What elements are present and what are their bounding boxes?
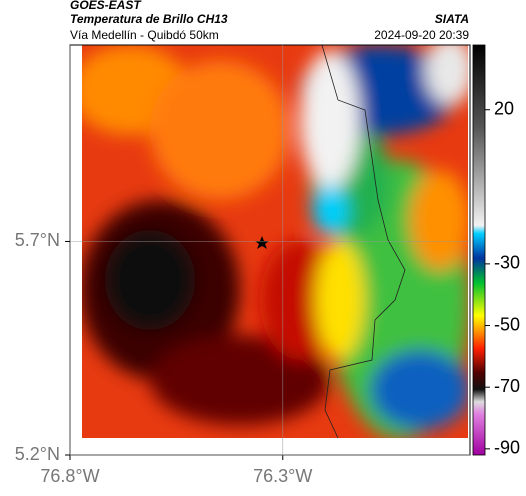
y-tick-label: 5.2°N <box>15 444 60 464</box>
colorbar-tick-label: -50 <box>494 314 520 334</box>
timestamp: 2024-09-20 20:39 <box>374 28 469 42</box>
station-marker <box>255 236 269 249</box>
colorbar <box>472 44 486 456</box>
axes: 76.8°W 76.3°W 5.7°N 5.2°N 20 -30 -50 -70 -90 <box>15 45 520 486</box>
colorbar-tick-label: -90 <box>494 438 520 458</box>
colorbar-tick-label: 20 <box>494 98 514 118</box>
source: GOES-EAST <box>70 0 142 12</box>
agency: SIATA <box>435 12 469 26</box>
title: Temperatura de Brillo CH13 <box>70 12 228 26</box>
colorbar-tick-label: -30 <box>494 253 520 273</box>
y-tick-label: 5.7°N <box>15 230 60 250</box>
heatmap <box>82 45 468 438</box>
x-tick-label: 76.8°W <box>40 466 99 486</box>
colorbar-tick-label: -70 <box>494 376 520 396</box>
subtitle: Vía Medellín - Quibdó 50km <box>70 28 219 42</box>
x-tick-label: 76.3°W <box>253 466 312 486</box>
border <box>321 44 406 439</box>
